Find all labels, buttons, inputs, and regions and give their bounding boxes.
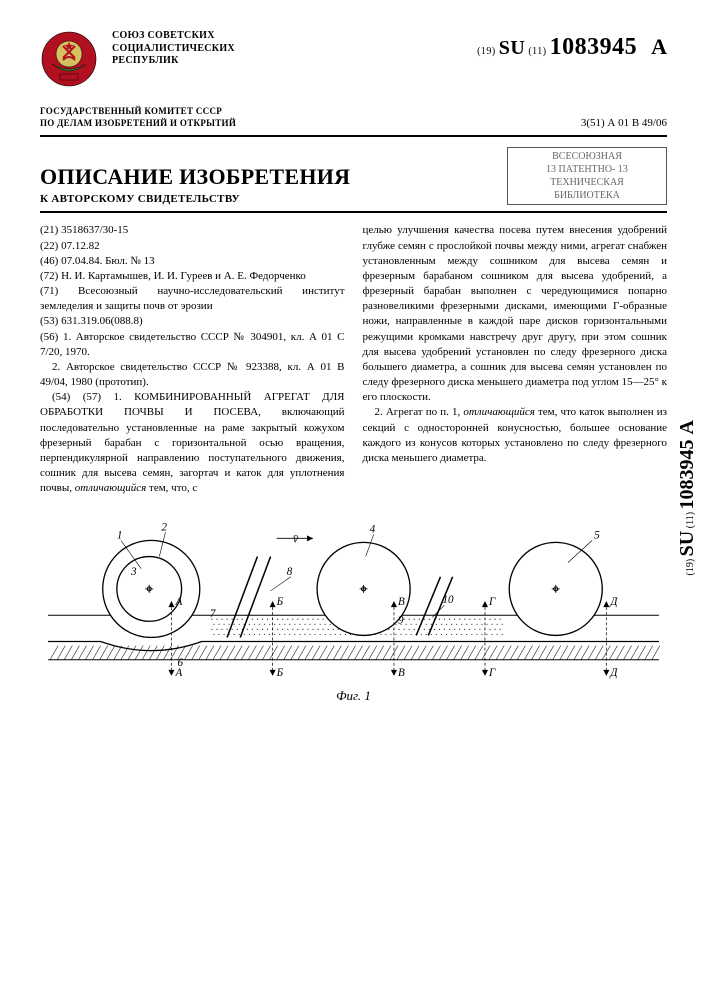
- svg-text:10: 10: [442, 595, 454, 607]
- svg-text:8: 8: [287, 566, 293, 578]
- publication-number: 1083945: [550, 34, 638, 60]
- side-publication-number: (19) SU (11) 1083945 A: [676, 420, 699, 576]
- document-subtitle: К АВТОРСКОМУ СВИДЕТЕЛЬСТВУ: [40, 193, 487, 205]
- svg-text:В: В: [398, 597, 405, 609]
- svg-text:А: А: [175, 597, 183, 609]
- svg-text:2: 2: [161, 522, 167, 534]
- svg-text:7: 7: [210, 609, 216, 621]
- pub-country: SU: [499, 37, 526, 59]
- svg-text:3: 3: [130, 566, 137, 578]
- svg-text:Б: Б: [276, 667, 284, 679]
- classification-code: 3(51) А 01 В 49/06: [581, 117, 667, 129]
- svg-text:Д: Д: [609, 667, 618, 679]
- svg-text:4: 4: [370, 524, 376, 536]
- field-22: (22) 07.12.82: [40, 239, 345, 254]
- svg-text:6: 6: [178, 657, 184, 669]
- claim-1-cont: целью улучшения качества посева путем вн…: [363, 223, 668, 405]
- svg-text:Б: Б: [276, 597, 284, 609]
- document-title: ОПИСАНИЕ ИЗОБРЕТЕНИЯ: [40, 164, 487, 190]
- svg-text:Д: Д: [609, 597, 618, 609]
- pub-prefix-11: (11): [528, 46, 546, 57]
- figure-1: ААББВВГГДДv̄12345678910 Фиг. 1: [40, 514, 667, 704]
- claim-2: 2. Агрегат по п. 1, отличающийся тем, чт…: [363, 405, 668, 466]
- svg-text:1: 1: [117, 530, 123, 542]
- field-56-1: (56) 1. Авторское свидетельство СССР № 3…: [40, 330, 345, 360]
- svg-text:Г: Г: [488, 597, 496, 609]
- field-46: (46) 07.04.84. Бюл. № 13: [40, 254, 345, 269]
- field-53: (53) 631.319.06(088.8): [40, 314, 345, 329]
- field-21: (21) 3518637/30-15: [40, 223, 345, 238]
- left-column: (21) 3518637/30-15 (22) 07.12.82 (46) 07…: [40, 223, 345, 496]
- union-title: СОЮЗ СОВЕТСКИХ СОЦИАЛИСТИЧЕСКИХ РЕСПУБЛИ…: [112, 30, 463, 68]
- committee-name: ГОСУДАРСТВЕННЫЙ КОМИТЕТ СССР ПО ДЕЛАМ ИЗ…: [40, 106, 236, 129]
- library-stamp: ВСЕСОЮЗНАЯ 13 ПАТЕНТНО- 13 ТЕХНИЧЕСКАЯ Б…: [507, 147, 667, 205]
- divider: [40, 135, 667, 137]
- svg-text:5: 5: [594, 530, 600, 542]
- svg-text:Г: Г: [488, 667, 496, 679]
- state-emblem: [40, 30, 98, 88]
- field-56-2: 2. Авторское свидетельство СССР № 923388…: [40, 360, 345, 390]
- svg-text:В: В: [398, 667, 405, 679]
- right-column: целью улучшения качества посева путем вн…: [363, 223, 668, 496]
- claim-1-start: (54) (57) 1. КОМБИНИРОВАННЫЙ АГРЕГАТ ДЛЯ…: [40, 390, 345, 496]
- svg-text:9: 9: [398, 615, 404, 627]
- divider: [40, 211, 667, 213]
- figure-label: Фиг. 1: [40, 688, 667, 704]
- publication-kind: A: [651, 34, 667, 59]
- field-72: (72) Н. И. Картамышев, И. И. Гуреев и А.…: [40, 269, 345, 284]
- field-71: (71) Всесоюзный научно-исследовательский…: [40, 284, 345, 314]
- publication-number-block: (19) SU (11) 1083945 A: [477, 30, 667, 61]
- pub-prefix-19: (19): [477, 46, 496, 57]
